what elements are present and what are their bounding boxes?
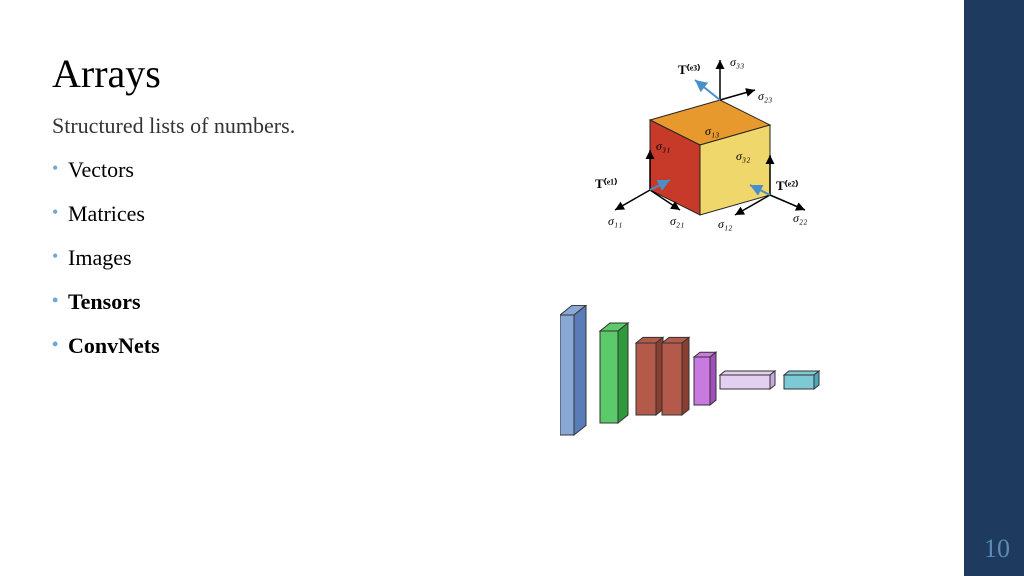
bullet-convnets: ConvNets bbox=[52, 333, 482, 359]
label-s33: σ₃₃ bbox=[730, 55, 744, 69]
label-s32: σ₃₂ bbox=[736, 149, 750, 163]
convnet-diagram bbox=[560, 305, 840, 465]
bullet-tensors: Tensors bbox=[52, 289, 482, 315]
label-s22: σ₂₂ bbox=[793, 211, 807, 225]
label-s23: σ₂₃ bbox=[758, 89, 772, 103]
page-number: 10 bbox=[984, 534, 1010, 564]
label-s13: σ₁₃ bbox=[705, 124, 719, 138]
slide-subtitle: Structured lists of numbers. bbox=[52, 113, 482, 139]
label-s12: σ₁₂ bbox=[718, 217, 732, 231]
bullet-list: Vectors Matrices Images Tensors ConvNets bbox=[52, 157, 482, 359]
label-T-e2: T⁽ᵉ²⁾ bbox=[776, 178, 798, 193]
slide-title: Arrays bbox=[52, 50, 482, 97]
label-s31: σ₃₁ bbox=[656, 139, 670, 153]
label-T-e1: T⁽ᵉ¹⁾ bbox=[595, 176, 617, 191]
slide-sidebar bbox=[964, 0, 1024, 576]
label-T-e3: T⁽ᵉ³⁾ bbox=[678, 62, 700, 77]
bullet-images: Images bbox=[52, 245, 482, 271]
label-s11: σ₁₁ bbox=[608, 214, 622, 228]
bullet-matrices: Matrices bbox=[52, 201, 482, 227]
bullet-vectors: Vectors bbox=[52, 157, 482, 183]
label-s21: σ₂₁ bbox=[670, 214, 684, 228]
slide-content: Arrays Structured lists of numbers. Vect… bbox=[52, 50, 482, 377]
tensor-cube-diagram: T⁽ᵉ³⁾ σ₃₃ σ₂₃ σ₁₃ T⁽ᵉ¹⁾ σ₃₁ σ₁₁ σ₂₁ T⁽ᵉ²… bbox=[540, 40, 820, 270]
